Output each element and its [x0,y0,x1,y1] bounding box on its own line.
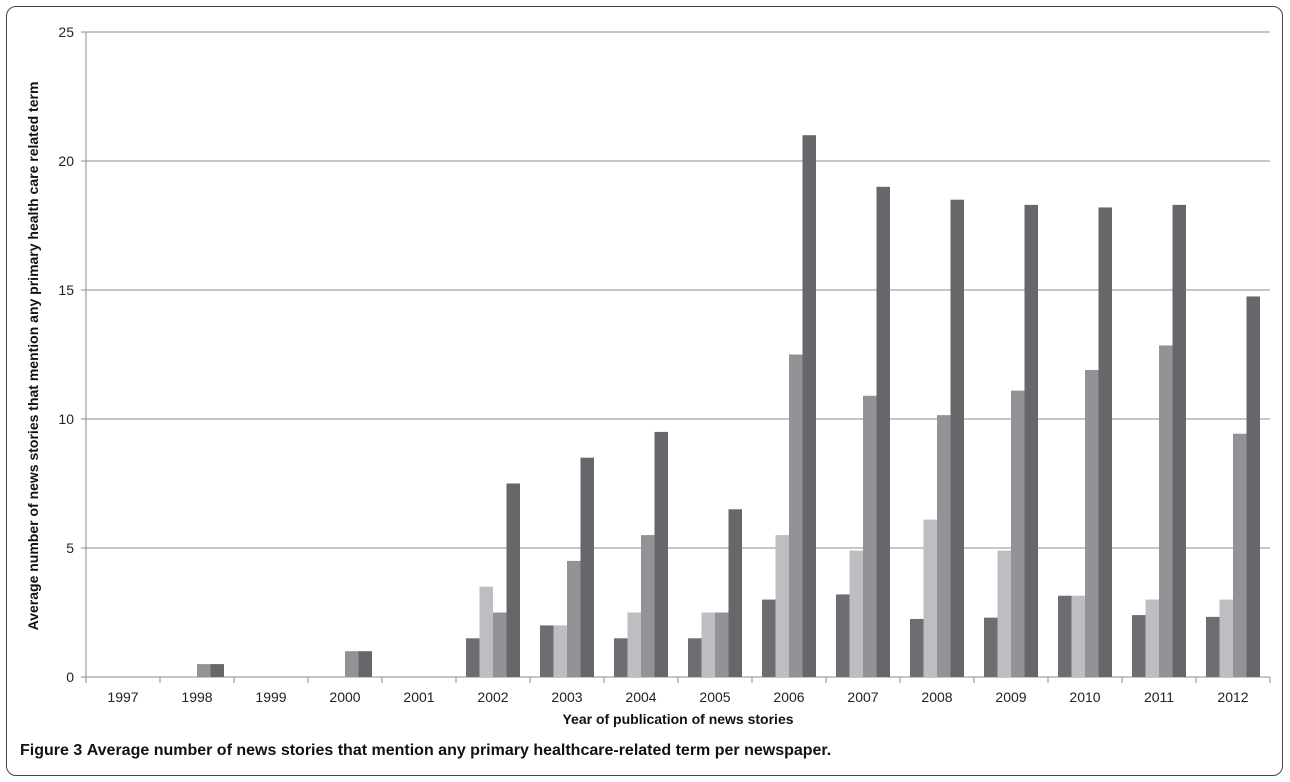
bar [762,599,776,677]
bar [910,618,924,677]
y-tick-label: 0 [66,669,74,685]
x-axis-title: Year of publication of news stories [562,711,793,727]
bar [1233,433,1247,677]
bar [466,638,480,677]
bar [1058,595,1072,677]
figure-caption: Figure 3 Average number of news stories … [20,742,831,760]
bar [641,535,655,677]
bar [715,612,729,677]
y-tick-label: 20 [58,153,74,169]
bar [836,594,850,677]
bar [506,483,520,677]
figure-caption-text: Average number of news stories that ment… [86,742,832,759]
bar [1085,369,1099,677]
bar [614,638,628,677]
bar [1071,595,1085,677]
y-tick-label: 15 [58,282,74,298]
x-tick-label: 2011 [1144,689,1174,705]
bar [493,612,507,677]
bar-chart: 0 5 10 15 20 25 1997 1998 1999 2000 2001 2002 2003 2… [25,24,1271,727]
bar [1011,390,1025,677]
x-tick-label: 2002 [477,689,508,705]
bar [876,186,890,678]
bar [789,354,803,677]
bar [849,550,863,677]
bar [345,651,359,677]
bar [1206,616,1220,677]
x-tick-label: 2007 [847,689,878,705]
bar [479,586,493,677]
bar [627,612,641,677]
x-tick-label: 1998 [181,689,212,705]
bar [1219,599,1233,677]
figure-frame [6,6,1283,776]
bar [775,535,789,677]
x-tick-labels: 1997 1998 1999 2000 2001 2002 2003 2004 2005 2006… [107,689,1248,705]
x-tick-label: 2009 [995,689,1026,705]
bar [1246,296,1260,677]
bar [688,638,702,677]
bar [1172,204,1186,678]
bar [553,625,567,677]
bar [1159,345,1173,677]
bars [197,135,1260,678]
bar [654,431,668,677]
bar [923,519,937,677]
bar [580,457,594,677]
y-tick-label: 25 [58,24,74,40]
bar [863,395,877,677]
bar [701,612,715,677]
bar [802,135,816,677]
x-tick-label: 2006 [773,689,804,705]
bar [1145,599,1159,677]
x-tick-label: 1997 [107,689,138,705]
y-tick-label: 10 [58,411,74,427]
y-tick-labels: 0 5 10 15 20 25 [58,24,74,685]
gridlines [86,31,1270,549]
bar [1024,204,1038,678]
bar [728,509,742,677]
x-tick-label: 2012 [1217,689,1248,705]
bar [984,617,998,677]
bar [1132,615,1146,677]
x-tick-label: 2004 [625,689,656,705]
y-tick-label: 5 [66,540,74,556]
bar [358,651,372,677]
bar [950,199,964,677]
bar [210,664,224,677]
bar [540,625,554,677]
y-axis-title: Average number of news stories that ment… [25,82,41,631]
bar [567,560,581,677]
x-tick-label: 1999 [255,689,286,705]
figure-caption-label: Figure 3 [20,742,83,759]
x-tick-label: 2000 [329,689,360,705]
x-tick-label: 2003 [551,689,582,705]
bar [197,664,211,677]
x-tick-label: 2001 [403,689,434,705]
x-tick-label: 2008 [921,689,952,705]
bar [1098,207,1112,677]
x-tick-label: 2005 [699,689,730,705]
x-tick-label: 2010 [1069,689,1100,705]
bar [997,550,1011,677]
bar [937,415,951,677]
